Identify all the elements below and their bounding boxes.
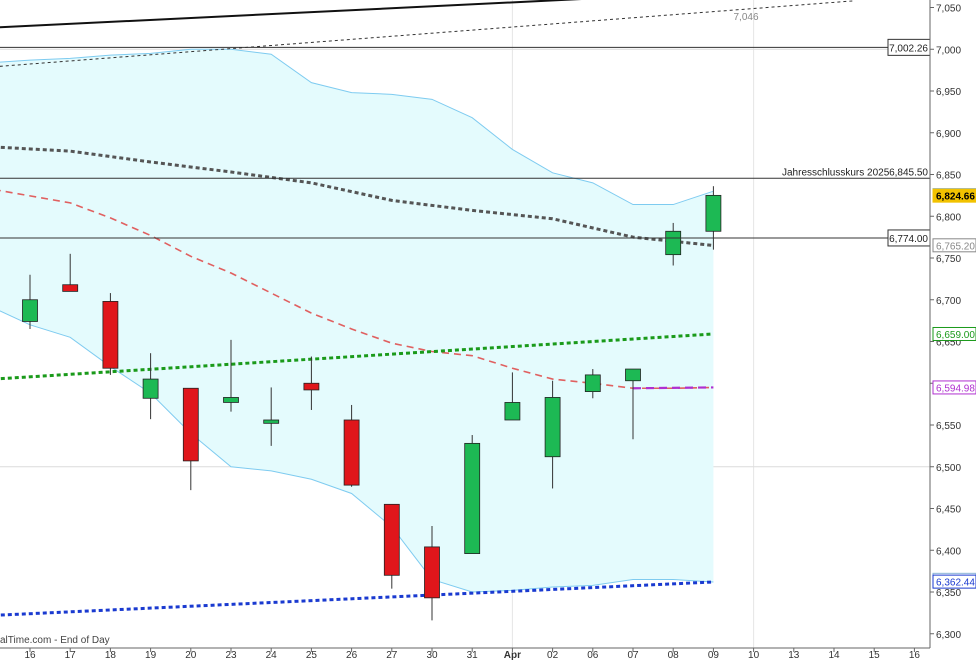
trend-line	[0, 0, 855, 67]
candle-down	[303, 382, 320, 391]
price-tag-box	[932, 380, 976, 395]
x-tick-label: 13	[788, 650, 800, 660]
horizontal-levels-layer: 7,002.26 Jahresschlusskurs 2025 6,845.50 6,…	[0, 38, 931, 247]
candle-up	[504, 402, 521, 421]
price-tag-label: 6,824.66	[936, 192, 975, 203]
y-tick-label: 6,400	[936, 546, 961, 557]
y-tick-label: 6,750	[936, 254, 961, 265]
price-tag-label: 6,659.00	[936, 330, 975, 341]
x-tick-label: 07	[627, 650, 639, 660]
x-tick-label: 15	[869, 650, 881, 660]
y-tick-label: 6,900	[936, 129, 961, 140]
x-tick-label: 17	[65, 650, 77, 660]
candle-up	[544, 397, 561, 458]
x-tick-label: 09	[708, 650, 720, 660]
y-tick-label: 6,550	[936, 421, 961, 432]
candle-up	[22, 299, 38, 322]
bollinger-upper-line	[0, 48, 714, 206]
x-tick-label: 25	[306, 650, 318, 660]
candle-up	[142, 378, 159, 399]
candle-up	[665, 230, 682, 256]
level-label: 6,845.50	[889, 167, 928, 178]
price-tag-box	[932, 188, 976, 203]
x-tick-label: 02	[547, 650, 559, 660]
candle-up	[584, 374, 601, 392]
trend-line	[632, 386, 714, 390]
trend-line	[0, 580, 714, 617]
candles-layer	[22, 186, 722, 621]
x-tick-label: Apr	[504, 650, 521, 660]
trend-line	[0, 0, 582, 29]
candle-up	[705, 194, 722, 232]
y-tick-label: 6,700	[936, 296, 961, 307]
price-tag-label: 6,362.44	[936, 578, 975, 589]
bollinger-band-fill	[0, 49, 714, 592]
moving-average-line	[0, 145, 714, 247]
x-tick-label: 18	[105, 650, 117, 660]
candle-up	[223, 397, 239, 403]
y-tick-label: 6,500	[936, 463, 961, 474]
y-tick-label: 6,950	[936, 87, 961, 98]
level-caption: Jahresschlusskurs 2025	[782, 167, 890, 178]
x-tick-label: 31	[467, 650, 479, 660]
y-tick-label: 6,850	[936, 171, 961, 182]
candle-down	[62, 284, 79, 292]
price-tag-box	[932, 574, 976, 589]
x-tick-label: 19	[145, 650, 157, 660]
trend-line	[0, 332, 714, 381]
level-label: 7,002.26	[889, 43, 928, 54]
y-tick-label: 7,050	[936, 4, 961, 15]
x-tick-label: 20	[185, 650, 197, 660]
y-tick-label: 6,350	[936, 588, 961, 599]
level-label: 6,774.00	[889, 234, 928, 245]
x-tick-label: 27	[386, 650, 398, 660]
y-tick-label: 6,300	[936, 630, 961, 641]
x-tick-label: 16	[909, 650, 921, 660]
x-tick-label: 16	[24, 650, 36, 660]
candle-up	[263, 419, 280, 424]
y-tick-label: 6,650	[936, 338, 961, 349]
price-tag-box	[932, 326, 976, 341]
candle-up	[464, 442, 481, 554]
x-tick-label: 26	[346, 650, 358, 660]
candle-down	[383, 503, 400, 576]
price-tag-box	[932, 238, 976, 253]
y-tick-label: 7,000	[936, 45, 961, 56]
candle-down	[182, 387, 199, 462]
candle-down	[102, 301, 119, 369]
x-tick-label: 14	[828, 650, 840, 660]
y-tick-label: 6,450	[936, 505, 961, 516]
x-tick-label: 06	[587, 650, 599, 660]
x-tick-label: 23	[225, 650, 237, 660]
x-tick-label: 08	[668, 650, 680, 660]
x-tick-label: 10	[748, 650, 760, 660]
x-tick-label: 24	[266, 650, 278, 660]
price-tag-label: 6,594.98	[936, 383, 975, 394]
candle-down	[424, 546, 440, 599]
candle-down	[343, 419, 360, 486]
source-label: alTime.com - End of Day	[0, 635, 110, 646]
trend-line-label: 7,046	[734, 12, 759, 23]
price-tag-label: 6,765.20	[936, 241, 975, 252]
x-tick-label: 30	[426, 650, 438, 660]
candle-up	[625, 368, 641, 382]
y-tick-label: 6,800	[936, 212, 961, 223]
